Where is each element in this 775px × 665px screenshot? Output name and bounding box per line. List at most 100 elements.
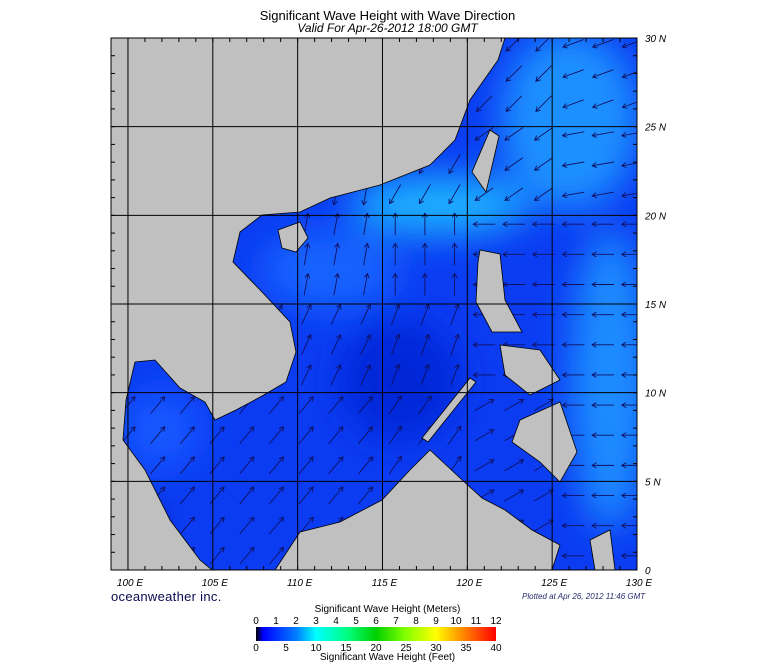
direction-arrow xyxy=(179,487,194,505)
direction-arrow xyxy=(363,213,368,236)
direction-arrow xyxy=(269,517,283,535)
direction-arrow xyxy=(593,99,614,108)
direction-arrow xyxy=(179,457,194,475)
colorbar-feet-tick: 15 xyxy=(340,643,352,654)
direction-arrow xyxy=(536,65,552,82)
direction-arrow xyxy=(330,365,340,386)
direction-arrow xyxy=(239,547,254,565)
direction-arrow xyxy=(535,157,553,171)
direction-arrow xyxy=(622,41,637,48)
direction-arrow xyxy=(419,184,431,204)
direction-arrow xyxy=(592,161,614,166)
colorbar-meter-tick: 11 xyxy=(471,616,482,627)
direction-arrow xyxy=(420,365,429,386)
colorbar xyxy=(256,627,496,641)
direction-arrow xyxy=(388,456,402,475)
direction-arrow xyxy=(239,517,254,535)
direction-arrow xyxy=(420,304,429,326)
land-asia-mainland xyxy=(111,38,506,570)
direction-arrow xyxy=(333,274,338,296)
land-mindanao xyxy=(511,401,578,483)
colorbar-meter-tick: 10 xyxy=(450,616,462,627)
direction-arrow xyxy=(388,426,402,445)
land-hainan xyxy=(277,221,309,253)
direction-arrow xyxy=(504,400,523,411)
colorbar-meter-tick: 3 xyxy=(313,616,319,627)
direction-arrow xyxy=(239,487,254,505)
lat-label: 20 N xyxy=(644,211,667,222)
colorbar-feet-tick: 10 xyxy=(310,643,322,654)
direction-arrow xyxy=(592,131,614,136)
direction-arrow xyxy=(391,365,399,386)
colorbar-meter-tick: 4 xyxy=(333,616,339,627)
colorbar-meter-tick: 12 xyxy=(490,616,502,627)
direction-arrow xyxy=(150,397,165,414)
direction-arrow xyxy=(563,191,585,196)
direction-arrow xyxy=(622,132,637,136)
direction-arrow xyxy=(533,400,553,411)
lat-label: 10 N xyxy=(645,389,667,400)
direction-arrow xyxy=(533,520,553,532)
direction-arrow xyxy=(298,457,313,475)
direction-arrow xyxy=(418,396,432,415)
lat-label: 5 N xyxy=(645,477,661,488)
direction-arrow xyxy=(474,430,494,442)
direction-arrow xyxy=(391,334,399,356)
direction-arrow xyxy=(360,305,370,325)
land-sulawesi xyxy=(589,529,616,570)
lon-label: 105 E xyxy=(202,578,228,589)
land xyxy=(111,38,616,570)
direction-arrow xyxy=(535,127,553,140)
direction-arrow xyxy=(477,95,493,112)
direction-arrow xyxy=(593,39,614,48)
chart-subtitle: Valid For Apr-26-2012 18:00 GMT xyxy=(297,21,478,35)
lon-label: 115 E xyxy=(372,578,398,589)
colorbar-feet-tick: 40 xyxy=(490,643,502,654)
direction-arrow xyxy=(269,397,283,414)
colorbar-feet-tick: 30 xyxy=(430,643,442,654)
direction-arrow xyxy=(301,365,310,386)
lon-label: 120 E xyxy=(456,578,482,589)
direction-arrow xyxy=(593,69,614,78)
lon-label: 125 E xyxy=(541,578,567,589)
direction-arrow xyxy=(563,99,584,108)
direction-arrow xyxy=(447,426,461,445)
colorbar-meter-tick: 6 xyxy=(373,616,379,627)
direction-arrow xyxy=(474,460,494,472)
direction-arrow xyxy=(622,192,637,196)
brand-logo: oceanweather inc. xyxy=(111,589,222,604)
direction-arrow xyxy=(622,101,637,108)
direction-arrow xyxy=(298,487,313,505)
direction-arrow xyxy=(301,305,310,325)
direction-arrow xyxy=(303,274,308,296)
lon-label: 100 E xyxy=(117,578,143,589)
direction-arrow xyxy=(420,334,429,356)
land-borneo xyxy=(274,449,561,570)
direction-arrow xyxy=(179,517,194,535)
direction-arrow xyxy=(474,400,494,411)
direction-arrow xyxy=(536,95,552,112)
direction-arrow xyxy=(450,334,459,356)
direction-arrow xyxy=(298,427,313,444)
colorbar-feet-tick: 20 xyxy=(370,643,382,654)
direction-arrow xyxy=(535,187,553,201)
direction-arrow xyxy=(450,304,459,326)
land-luzon xyxy=(475,249,523,333)
direction-arrow xyxy=(504,490,523,502)
direction-arrow xyxy=(328,397,343,414)
direction-arrow xyxy=(592,191,614,196)
direction-arrow xyxy=(563,161,585,166)
direction-arrow xyxy=(475,127,494,140)
direction-arrow xyxy=(328,427,343,444)
wave-direction-arrows xyxy=(120,38,637,566)
direction-arrow xyxy=(391,304,399,326)
direction-arrow xyxy=(330,335,340,355)
direction-arrow xyxy=(333,213,338,236)
colorbar-meter-tick: 2 xyxy=(293,616,299,627)
direction-arrow xyxy=(475,187,494,201)
lat-label: 25 N xyxy=(644,123,667,134)
colorbar-title-feet: Significant Wave Height (Feet) xyxy=(319,652,456,663)
land-visayas xyxy=(499,344,561,396)
direction-arrow xyxy=(450,365,459,386)
